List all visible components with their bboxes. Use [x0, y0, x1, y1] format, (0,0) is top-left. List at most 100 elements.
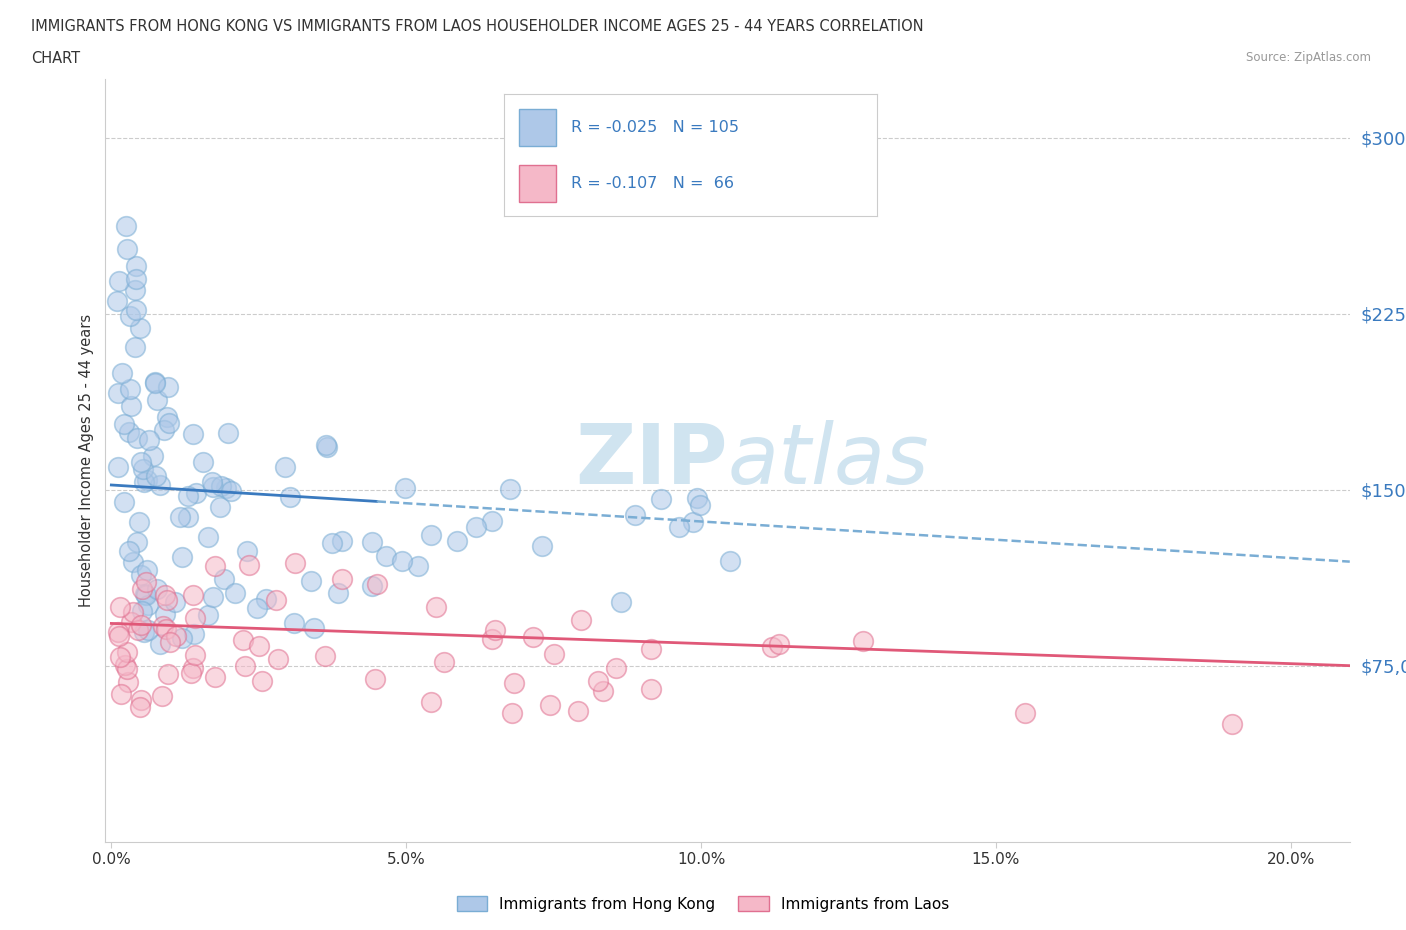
Point [685, 491, 707, 506]
Point [264, 592, 287, 607]
Point [152, 618, 174, 633]
Point [214, 572, 236, 587]
Point [128, 699, 150, 714]
Point [163, 594, 186, 609]
Point [433, 655, 456, 670]
Point [406, 558, 429, 573]
Point [110, 649, 132, 664]
Point [135, 588, 157, 603]
Point [326, 585, 349, 600]
Point [446, 534, 468, 549]
Point [112, 417, 135, 432]
Point [314, 648, 336, 663]
Point [605, 661, 627, 676]
Point [176, 510, 198, 525]
Point [165, 629, 187, 644]
Point [284, 556, 307, 571]
Point [183, 627, 205, 642]
Point [115, 645, 138, 660]
Point [768, 636, 790, 651]
Text: CHART: CHART [31, 51, 80, 66]
Point [150, 688, 173, 703]
Point [181, 427, 204, 442]
Point [172, 550, 194, 565]
Point [125, 431, 148, 445]
Legend: Immigrants from Hong Kong, Immigrants from Laos: Immigrants from Hong Kong, Immigrants fr… [450, 889, 956, 918]
Point [197, 608, 219, 623]
Point [304, 620, 326, 635]
Point [586, 674, 609, 689]
Point [761, 640, 783, 655]
Point [180, 666, 202, 681]
Point [531, 538, 554, 553]
Point [118, 543, 141, 558]
Point [156, 592, 179, 607]
Point [136, 597, 159, 612]
Point [132, 625, 155, 640]
Point [366, 576, 388, 591]
Text: ZIP: ZIP [575, 419, 728, 501]
Point [155, 622, 177, 637]
Point [232, 633, 254, 648]
Text: IMMIGRANTS FROM HONG KONG VS IMMIGRANTS FROM LAOS HOUSEHOLDER INCOME AGES 25 - 4: IMMIGRANTS FROM HONG KONG VS IMMIGRANTS … [31, 19, 924, 33]
Point [136, 472, 159, 487]
Point [118, 381, 141, 396]
Point [129, 618, 152, 632]
Point [108, 273, 131, 288]
Point [481, 631, 503, 646]
Point [125, 534, 148, 549]
Point [138, 432, 160, 447]
Point [330, 572, 353, 587]
Point [117, 662, 139, 677]
Point [112, 495, 135, 510]
Point [143, 376, 166, 391]
Point [501, 705, 523, 720]
Point [149, 477, 172, 492]
Point [246, 600, 269, 615]
Point [254, 591, 277, 606]
Point [157, 416, 180, 431]
Point [132, 474, 155, 489]
Point [315, 440, 337, 455]
Point [153, 588, 176, 603]
Point [208, 499, 231, 514]
Point [129, 567, 152, 582]
Point [115, 219, 138, 233]
Point [183, 660, 205, 675]
Point [157, 667, 180, 682]
Point [267, 651, 290, 666]
Point [125, 272, 148, 286]
Point [110, 686, 132, 701]
Point [543, 646, 565, 661]
Point [640, 642, 662, 657]
Point [484, 623, 506, 638]
Point [624, 508, 647, 523]
Point [236, 543, 259, 558]
Point [204, 670, 226, 684]
Point [184, 647, 207, 662]
Point [363, 671, 385, 686]
Point [689, 498, 711, 512]
Point [204, 559, 226, 574]
Point [118, 424, 141, 439]
Point [132, 461, 155, 476]
Point [278, 490, 301, 505]
Point [274, 460, 297, 475]
Point [238, 558, 260, 573]
Point [120, 309, 142, 324]
Point [122, 554, 145, 569]
Point [224, 586, 246, 601]
Point [124, 282, 146, 297]
Point [197, 529, 219, 544]
Point [157, 379, 180, 394]
Point [111, 365, 134, 380]
Point [592, 684, 614, 698]
Point [391, 553, 413, 568]
Point [143, 375, 166, 390]
Point [522, 630, 544, 644]
Y-axis label: Householder Income Ages 25 - 44 years: Householder Income Ages 25 - 44 years [79, 313, 94, 607]
Point [668, 520, 690, 535]
Point [852, 634, 875, 649]
Point [209, 479, 232, 494]
Point [129, 320, 152, 335]
